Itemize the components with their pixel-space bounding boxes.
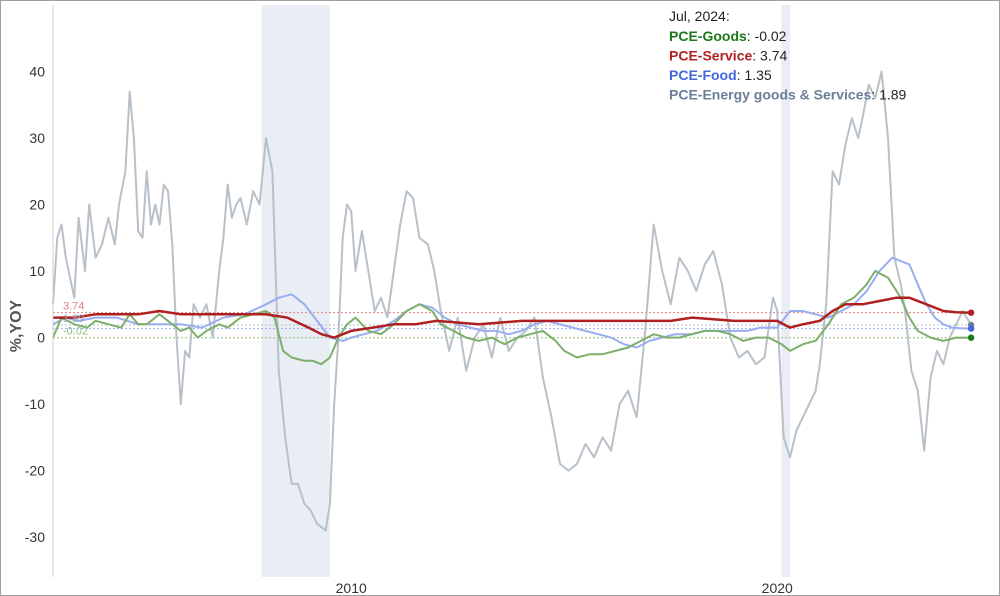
y-tick-label: 40 (29, 64, 45, 80)
y-tick-label: -10 (25, 396, 45, 412)
x-tick-label: 2020 (762, 580, 793, 595)
legend-entry-pce-energy-goods-services: PCE-Energy goods & Services: 1.89 (669, 87, 907, 103)
x-axis-ticks: 2010 2020 (336, 580, 793, 595)
legend-series-value: : 1.89 (871, 87, 906, 103)
legend-series-name: PCE-Energy goods & Services (669, 87, 872, 103)
y-tick-label: 20 (29, 197, 45, 213)
latest-value-labels: 3.741.89-0.02 (63, 301, 88, 338)
recession-shading (261, 5, 791, 577)
y-tick-label: 30 (29, 130, 45, 146)
y-axis-ticks: 40 30 20 10 0 -10 -20 -30 (25, 64, 45, 546)
latest-value-label-2: -0.02 (63, 326, 88, 338)
legend-series-value: : -0.02 (747, 28, 787, 44)
legend-date: Jul, 2024: (669, 8, 730, 24)
legend-series-name: PCE-Goods (669, 28, 747, 44)
legend-series-name: PCE-Food (669, 67, 737, 83)
end-marker-pce-goods (967, 334, 975, 341)
recession-band-0 (261, 5, 330, 577)
legend-series-value: : 1.35 (737, 67, 772, 83)
latest-value-label-1: 1.89 (63, 313, 84, 325)
latest-value-label-0: 3.74 (63, 301, 84, 313)
legend-entry-pce-food: PCE-Food: 1.35 (669, 67, 772, 83)
legend: Jul, 2024: PCE-Goods: -0.02PCE-Service: … (669, 8, 907, 103)
y-tick-label: 10 (29, 263, 45, 279)
legend-entry-pce-service: PCE-Service: 3.74 (669, 48, 788, 64)
y-axis-label: %,YOY (8, 299, 25, 352)
y-tick-label: -30 (25, 529, 45, 545)
y-tick-label: 0 (37, 330, 45, 346)
series-end-markers (967, 309, 975, 341)
end-marker-pce-service (967, 309, 975, 316)
series-line-pce-food (52, 256, 972, 349)
series-line-pce-energy-goods-services (52, 70, 972, 532)
legend-series-name: PCE-Service (669, 48, 752, 64)
end-marker-pce-food (967, 325, 975, 332)
legend-entry-pce-goods: PCE-Goods: -0.02 (669, 28, 787, 44)
recession-band-1 (781, 5, 791, 577)
legend-entries: PCE-Goods: -0.02 PCE-Service: 3.74 PCE-Foo… (669, 28, 907, 103)
x-tick-label: 2010 (336, 580, 367, 595)
series-lines (52, 70, 972, 532)
legend-series-value: : 3.74 (752, 48, 787, 64)
series-line-pce-service (53, 296, 972, 339)
series-line-pce-goods (52, 270, 972, 366)
y-tick-label: -20 (25, 463, 45, 479)
